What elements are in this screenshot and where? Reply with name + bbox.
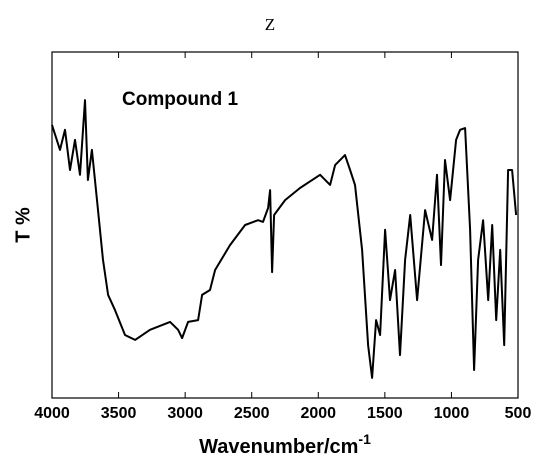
- x-tick-label: 4000: [34, 405, 70, 422]
- x-tick-label: 1500: [367, 405, 403, 422]
- x-tick-label: 3000: [167, 405, 203, 422]
- x-label-main: Wavenumber/cm: [199, 436, 358, 458]
- x-tick-label: 500: [505, 405, 532, 422]
- x-tick-label: 2500: [234, 405, 270, 422]
- x-tick-label: 2000: [300, 405, 336, 422]
- y-axis-label: T %: [12, 207, 34, 243]
- x-tick-label: 3500: [101, 405, 137, 422]
- x-axis-label: Wavenumber/cm-1: [199, 431, 371, 459]
- chart-title: Z: [265, 15, 275, 34]
- annotation: Compound 1: [122, 89, 239, 110]
- plot-frame: [51, 51, 519, 399]
- x-label-sup: -1: [358, 431, 371, 447]
- x-tick-label: 1000: [434, 405, 470, 422]
- spectrum-line: [51, 99, 518, 379]
